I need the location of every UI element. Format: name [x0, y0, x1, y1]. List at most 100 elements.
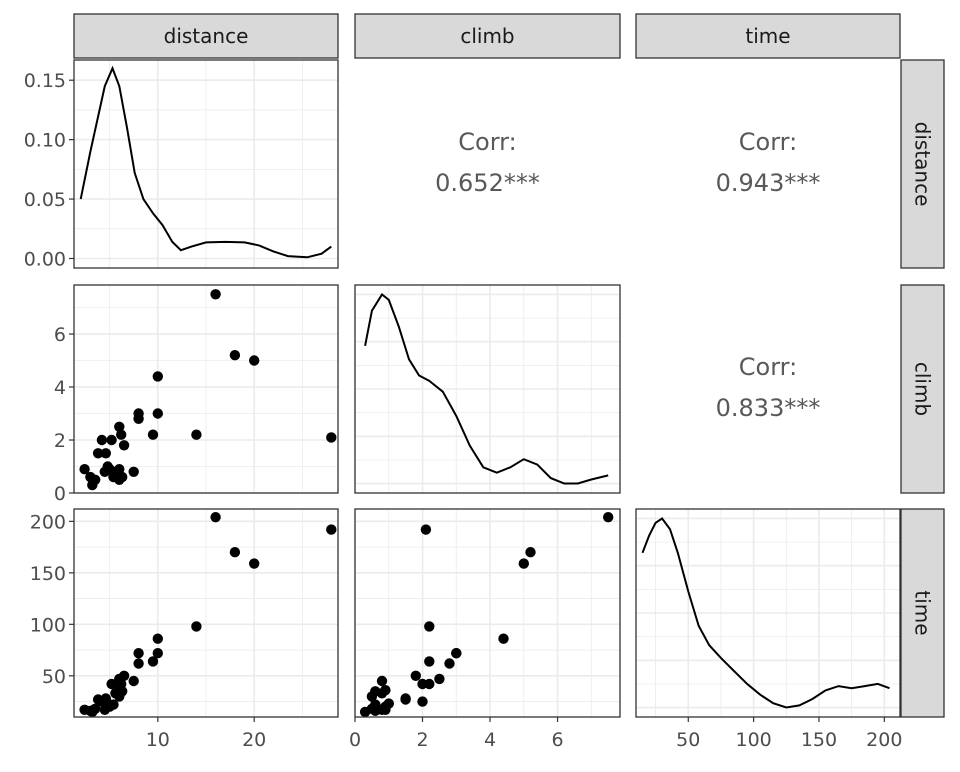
data-point — [229, 547, 241, 558]
strip-right-label: time — [911, 590, 935, 635]
data-point — [114, 421, 125, 432]
strip-right-label: climb — [911, 362, 935, 416]
data-point — [133, 408, 144, 419]
strip-right-distance — [900, 59, 945, 269]
strip-top-label: time — [745, 24, 790, 48]
data-point — [118, 440, 130, 451]
data-point — [118, 670, 130, 681]
panel-background — [355, 509, 620, 717]
corr-label: Corr: — [739, 353, 797, 381]
panel-border — [635, 508, 901, 718]
data-point — [133, 658, 144, 669]
y-axis-time-tick-label: 200 — [30, 511, 66, 533]
data-point — [133, 648, 144, 659]
y-axis-density-tick-label: 0.00 — [24, 248, 66, 270]
strip-right-label: distance — [911, 122, 935, 207]
data-point — [380, 701, 391, 712]
data-point — [106, 434, 117, 446]
data-point — [147, 656, 159, 667]
x-axis-climb-tick-label: 4 — [484, 729, 496, 751]
data-point — [92, 448, 104, 459]
x-axis-distance-tick-label: 20 — [242, 729, 266, 751]
panel-border — [354, 284, 621, 494]
data-point — [90, 474, 101, 485]
panel-border — [73, 508, 339, 718]
data-point — [108, 699, 119, 710]
data-point — [128, 466, 139, 477]
x-axis-time-tick-label: 100 — [735, 729, 771, 751]
x-axis-time-tick-label: 150 — [801, 729, 837, 751]
data-point — [376, 675, 388, 687]
x-axis-climb-tick-label: 6 — [552, 729, 564, 751]
data-point — [417, 696, 428, 707]
data-point — [380, 685, 391, 696]
x-axis-climb-tick-label: 2 — [416, 729, 428, 751]
strip-right-climb — [900, 284, 945, 494]
data-point — [400, 693, 411, 704]
panel-distance-distance — [73, 59, 339, 269]
data-point — [434, 673, 445, 685]
data-point — [79, 464, 90, 475]
data-point — [191, 621, 202, 632]
y-axis-climb-tick-label: 2 — [54, 430, 66, 452]
data-point — [152, 633, 163, 644]
data-point — [152, 371, 163, 382]
data-point — [525, 547, 536, 558]
data-point — [106, 678, 117, 690]
data-point — [603, 512, 614, 523]
data-point — [518, 558, 529, 569]
data-point — [114, 464, 125, 475]
data-point — [117, 686, 128, 697]
data-point — [229, 350, 241, 361]
strip-right-time — [900, 508, 945, 718]
data-point — [100, 448, 112, 459]
data-point — [424, 621, 435, 632]
data-point — [444, 658, 455, 669]
panel-climb-time: Corr: 0.833*** — [716, 353, 821, 422]
x-axis-time-tick-label: 50 — [676, 729, 700, 751]
y-axis-climb-tick-label: 6 — [54, 324, 66, 346]
corr-value: 0.833*** — [716, 394, 821, 422]
data-point — [152, 408, 163, 419]
data-point — [191, 429, 202, 440]
strip-top-label: distance — [164, 24, 249, 48]
strip-top-climb — [354, 13, 621, 59]
data-point — [326, 524, 337, 535]
panel-distance-climb: Corr: 0.652*** — [435, 128, 540, 197]
data-point — [370, 686, 381, 697]
data-point — [116, 429, 127, 440]
data-point — [498, 633, 509, 644]
x-axis-time-tick-label: 200 — [866, 729, 902, 751]
strip-top-label: climb — [460, 24, 514, 48]
y-axis-time-tick-label: 100 — [30, 614, 66, 636]
data-point — [326, 432, 337, 443]
data-point — [152, 648, 163, 659]
y-axis-time-tick-label: 150 — [30, 563, 66, 585]
corr-value: 0.652*** — [435, 169, 540, 197]
strip-top-time — [635, 13, 901, 59]
panel-time-climb — [354, 508, 621, 718]
panel-border — [73, 59, 339, 269]
data-point — [424, 656, 435, 667]
data-point — [210, 289, 221, 300]
panel-distance-time: Corr: 0.943*** — [716, 128, 821, 197]
data-point — [90, 703, 101, 714]
y-axis-climb-tick-label: 4 — [54, 377, 66, 399]
data-point — [410, 670, 421, 681]
data-point — [96, 434, 108, 446]
panel-climb-climb — [354, 284, 621, 494]
panel-border — [73, 284, 339, 494]
strip-top-distance — [73, 13, 339, 59]
data-point — [451, 648, 462, 659]
data-point — [128, 675, 139, 687]
corr-label: Corr: — [458, 128, 516, 156]
panel-time-distance — [73, 508, 339, 718]
data-point — [210, 512, 221, 523]
y-axis-time-tick-label: 50 — [42, 666, 66, 688]
data-point — [117, 471, 128, 483]
corr-label: Corr: — [739, 128, 797, 156]
density-curve-distance — [79, 65, 332, 259]
data-point — [420, 524, 432, 535]
data-point — [249, 355, 260, 366]
